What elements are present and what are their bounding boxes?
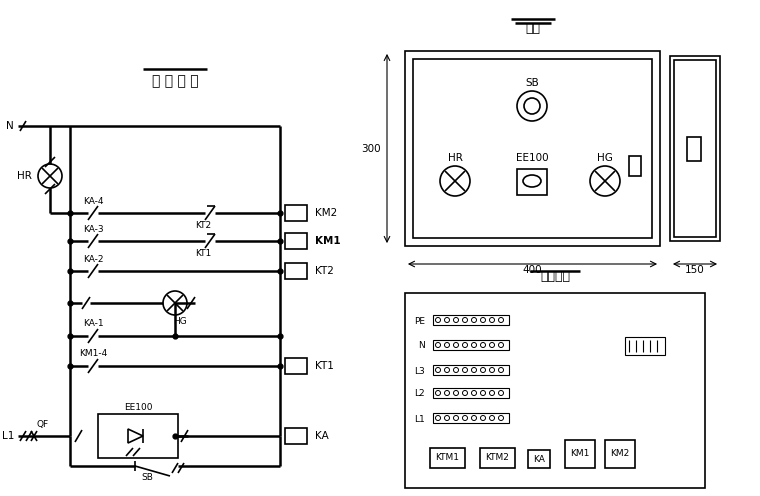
Text: QF: QF [37, 421, 49, 430]
Text: KA-3: KA-3 [83, 225, 103, 234]
Text: EE100: EE100 [124, 404, 152, 413]
Text: 正家: 正家 [525, 22, 540, 36]
Bar [629, 156, 641, 176]
Bar [433, 413, 509, 423]
Bar [433, 388, 509, 398]
Text: KTM1: KTM1 [435, 453, 460, 462]
Text: KTM2: KTM2 [486, 453, 509, 462]
Bar [605, 440, 635, 468]
Text: HR: HR [448, 153, 462, 163]
Text: KM1: KM1 [315, 236, 340, 246]
Text: KT1: KT1 [195, 248, 211, 257]
Text: 元件布置: 元件布置 [540, 270, 570, 284]
Text: 控 制 回 路: 控 制 回 路 [152, 74, 198, 88]
Bar [285, 233, 307, 249]
Text: N: N [418, 342, 425, 351]
Text: KA: KA [315, 431, 329, 441]
Text: HG: HG [173, 316, 187, 325]
Text: SB: SB [141, 474, 153, 483]
Text: KM2: KM2 [315, 208, 337, 218]
Text: KA-4: KA-4 [83, 196, 103, 205]
Bar [687, 137, 701, 161]
Bar [670, 56, 720, 241]
Text: L3: L3 [414, 367, 425, 375]
Bar [285, 428, 307, 444]
Bar [430, 448, 465, 468]
Bar [565, 440, 595, 468]
Bar [405, 51, 660, 246]
Bar [405, 293, 705, 488]
Bar [285, 205, 307, 221]
Text: KM1: KM1 [570, 449, 590, 458]
Bar [433, 365, 509, 375]
Text: HR: HR [17, 171, 32, 181]
Bar [98, 414, 178, 458]
Text: PE: PE [414, 316, 425, 325]
Bar [480, 448, 515, 468]
Text: EE100: EE100 [516, 153, 548, 163]
Text: SB: SB [525, 78, 539, 88]
Text: KT2: KT2 [195, 221, 211, 230]
Text: HG: HG [597, 153, 613, 163]
Bar [433, 340, 509, 350]
Text: KT2: KT2 [315, 266, 334, 276]
Bar [625, 337, 665, 355]
Bar [517, 169, 547, 195]
Text: L2: L2 [414, 389, 425, 398]
Text: KA: KA [533, 454, 545, 463]
Text: 300: 300 [361, 143, 381, 153]
Text: KT1: KT1 [315, 361, 334, 371]
Bar [528, 450, 550, 468]
Bar [285, 263, 307, 279]
Text: KA-1: KA-1 [83, 319, 103, 328]
Text: KA-2: KA-2 [83, 254, 103, 263]
Text: 400: 400 [523, 265, 543, 275]
Text: 150: 150 [685, 265, 705, 275]
Bar [674, 60, 716, 237]
Text: L1: L1 [2, 431, 14, 441]
Bar [285, 358, 307, 374]
Bar [413, 59, 652, 238]
Text: L1: L1 [414, 415, 425, 424]
Bar [433, 315, 509, 325]
Text: N: N [6, 121, 14, 131]
Text: KM1-4: KM1-4 [79, 350, 107, 359]
Text: KM2: KM2 [610, 449, 629, 458]
